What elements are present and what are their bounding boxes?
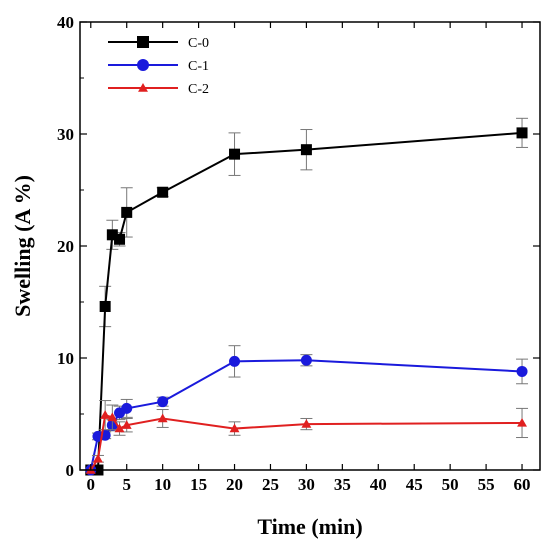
data-point-square bbox=[516, 127, 528, 139]
x-tick-label: 40 bbox=[370, 475, 387, 494]
legend: C-0 C-1 C-2 bbox=[108, 36, 209, 97]
series-line bbox=[89, 359, 523, 471]
data-point-triangle bbox=[114, 423, 125, 433]
x-tick-label: 10 bbox=[154, 475, 171, 494]
series-c-1 bbox=[85, 345, 529, 476]
data-point-square bbox=[106, 229, 118, 241]
data-point-circle bbox=[121, 402, 133, 414]
data-point-triangle bbox=[157, 413, 168, 423]
y-tick-label: 30 bbox=[57, 125, 74, 144]
x-tick-label: 15 bbox=[190, 475, 207, 494]
data-point-triangle bbox=[517, 418, 527, 427]
data-point-triangle bbox=[301, 419, 312, 428]
data-point-triangle bbox=[138, 83, 148, 92]
x-tick-label: 0 bbox=[87, 475, 96, 494]
series-c-2 bbox=[85, 400, 529, 474]
data-point-circle bbox=[137, 59, 149, 71]
data-point-circle bbox=[516, 365, 528, 377]
data-point-square bbox=[137, 36, 149, 48]
plot-frame bbox=[79, 21, 541, 471]
x-tick-label: 55 bbox=[478, 475, 495, 494]
x-tick-label: 30 bbox=[298, 475, 315, 494]
legend-label: C-1 bbox=[188, 59, 209, 74]
data-point-square bbox=[229, 148, 241, 160]
y-tick-label: 10 bbox=[57, 349, 74, 368]
data-point-square bbox=[300, 144, 312, 156]
data-point-circle bbox=[157, 396, 169, 408]
x-tick-label: 50 bbox=[442, 475, 459, 494]
data-point-circle bbox=[229, 355, 241, 367]
series-line bbox=[90, 131, 523, 471]
legend-label: C-0 bbox=[188, 36, 209, 51]
data-point-square bbox=[157, 186, 169, 198]
x-tick-label: 20 bbox=[226, 475, 243, 494]
legend-label: C-2 bbox=[188, 82, 209, 97]
plot-area bbox=[85, 117, 529, 476]
y-tick-label: 20 bbox=[57, 237, 74, 256]
x-tick-label: 35 bbox=[334, 475, 351, 494]
data-point-circle bbox=[300, 354, 312, 366]
data-point-triangle bbox=[107, 412, 118, 422]
axes: 0 5 10 15 20 25 30 35 40 45 50 55 60 0 10 20 30 40 bbox=[57, 13, 540, 494]
x-tick-label: 45 bbox=[406, 475, 423, 494]
y-tick-label: 40 bbox=[57, 13, 74, 32]
series-c-0 bbox=[85, 117, 529, 476]
data-point-triangle bbox=[121, 420, 132, 429]
data-point-square bbox=[114, 233, 126, 245]
x-axis-title: Time (min) bbox=[257, 514, 362, 539]
data-point-triangle bbox=[229, 423, 240, 433]
y-tick-label: 0 bbox=[66, 461, 75, 480]
data-point-triangle bbox=[93, 453, 103, 463]
data-point-square bbox=[121, 206, 133, 218]
data-point-triangle bbox=[100, 410, 111, 419]
data-point-square bbox=[99, 300, 111, 312]
y-axis-title: Swelling (A %) bbox=[10, 175, 35, 317]
x-tick-label: 60 bbox=[514, 475, 531, 494]
x-tick-label: 25 bbox=[262, 475, 279, 494]
x-tick-label: 5 bbox=[122, 475, 131, 494]
